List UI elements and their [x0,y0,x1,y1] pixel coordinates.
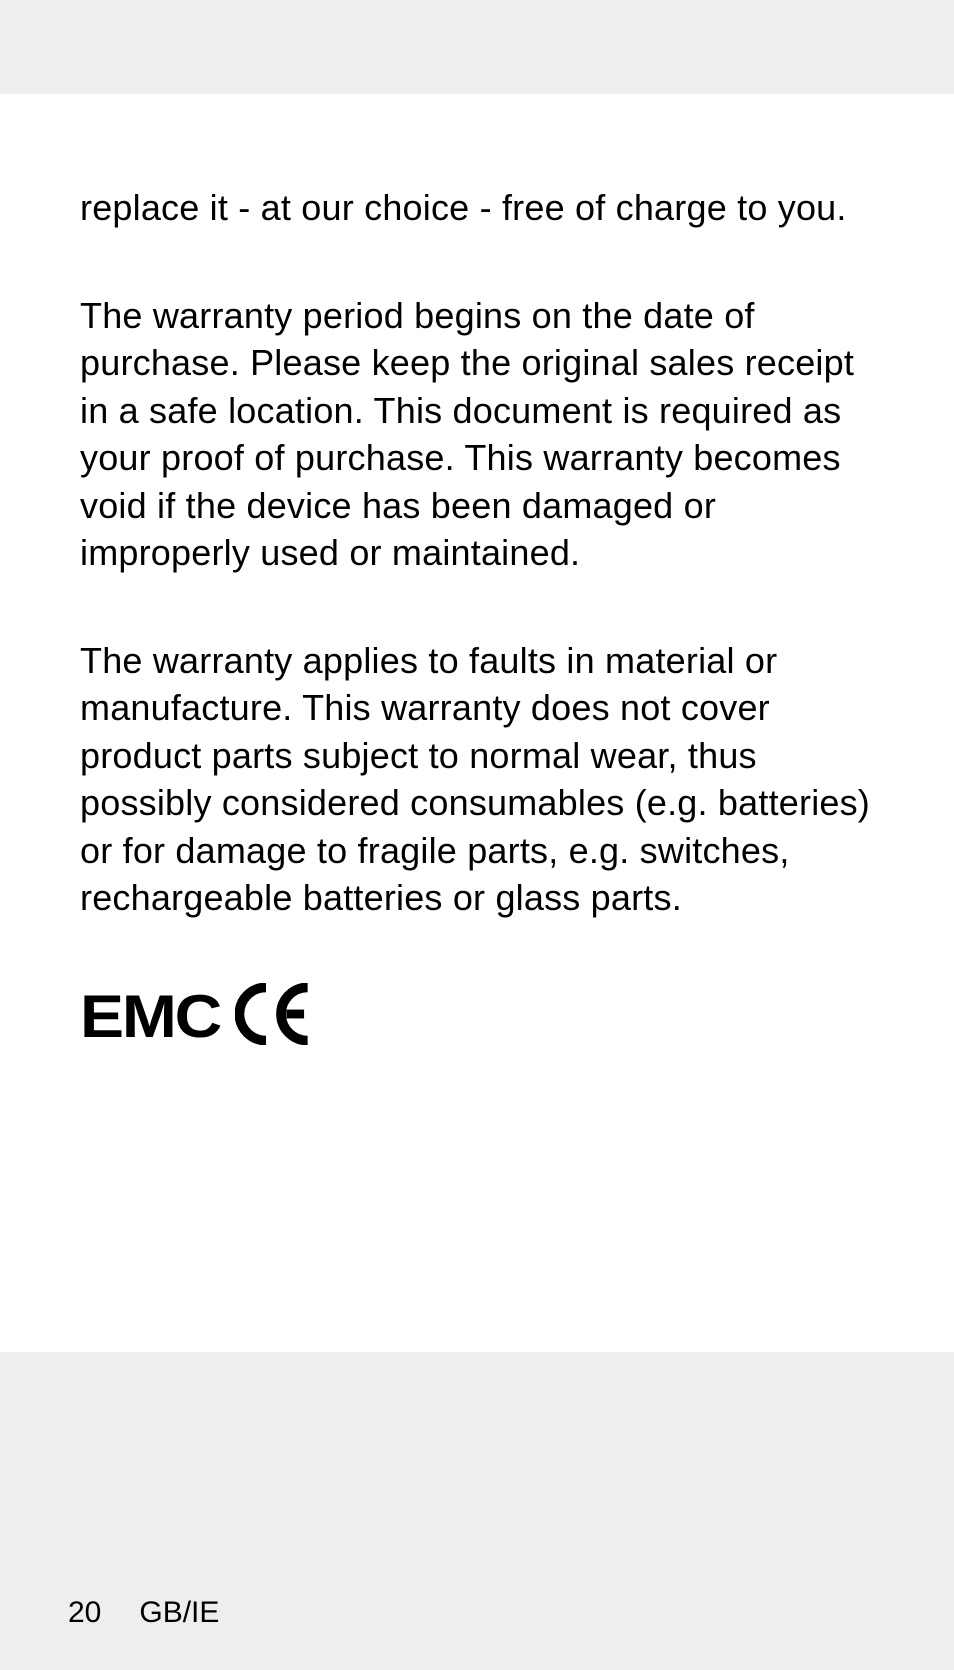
page-content: replace it - at our choice - free of cha… [0,94,954,1352]
ce-mark-icon [235,983,324,1050]
page-number: 20 [68,1596,101,1630]
warranty-paragraph-3: The warranty applies to faults in materi… [80,637,874,922]
page-footer: 20 GB/IE [0,1555,954,1670]
certification-marks: EMC [80,982,874,1051]
region-code: GB/IE [139,1596,219,1630]
warranty-paragraph-1: replace it - at our choice - free of cha… [80,184,874,232]
warranty-paragraph-2: The warranty period begins on the date o… [80,292,874,577]
emc-mark: EMC [80,982,220,1051]
